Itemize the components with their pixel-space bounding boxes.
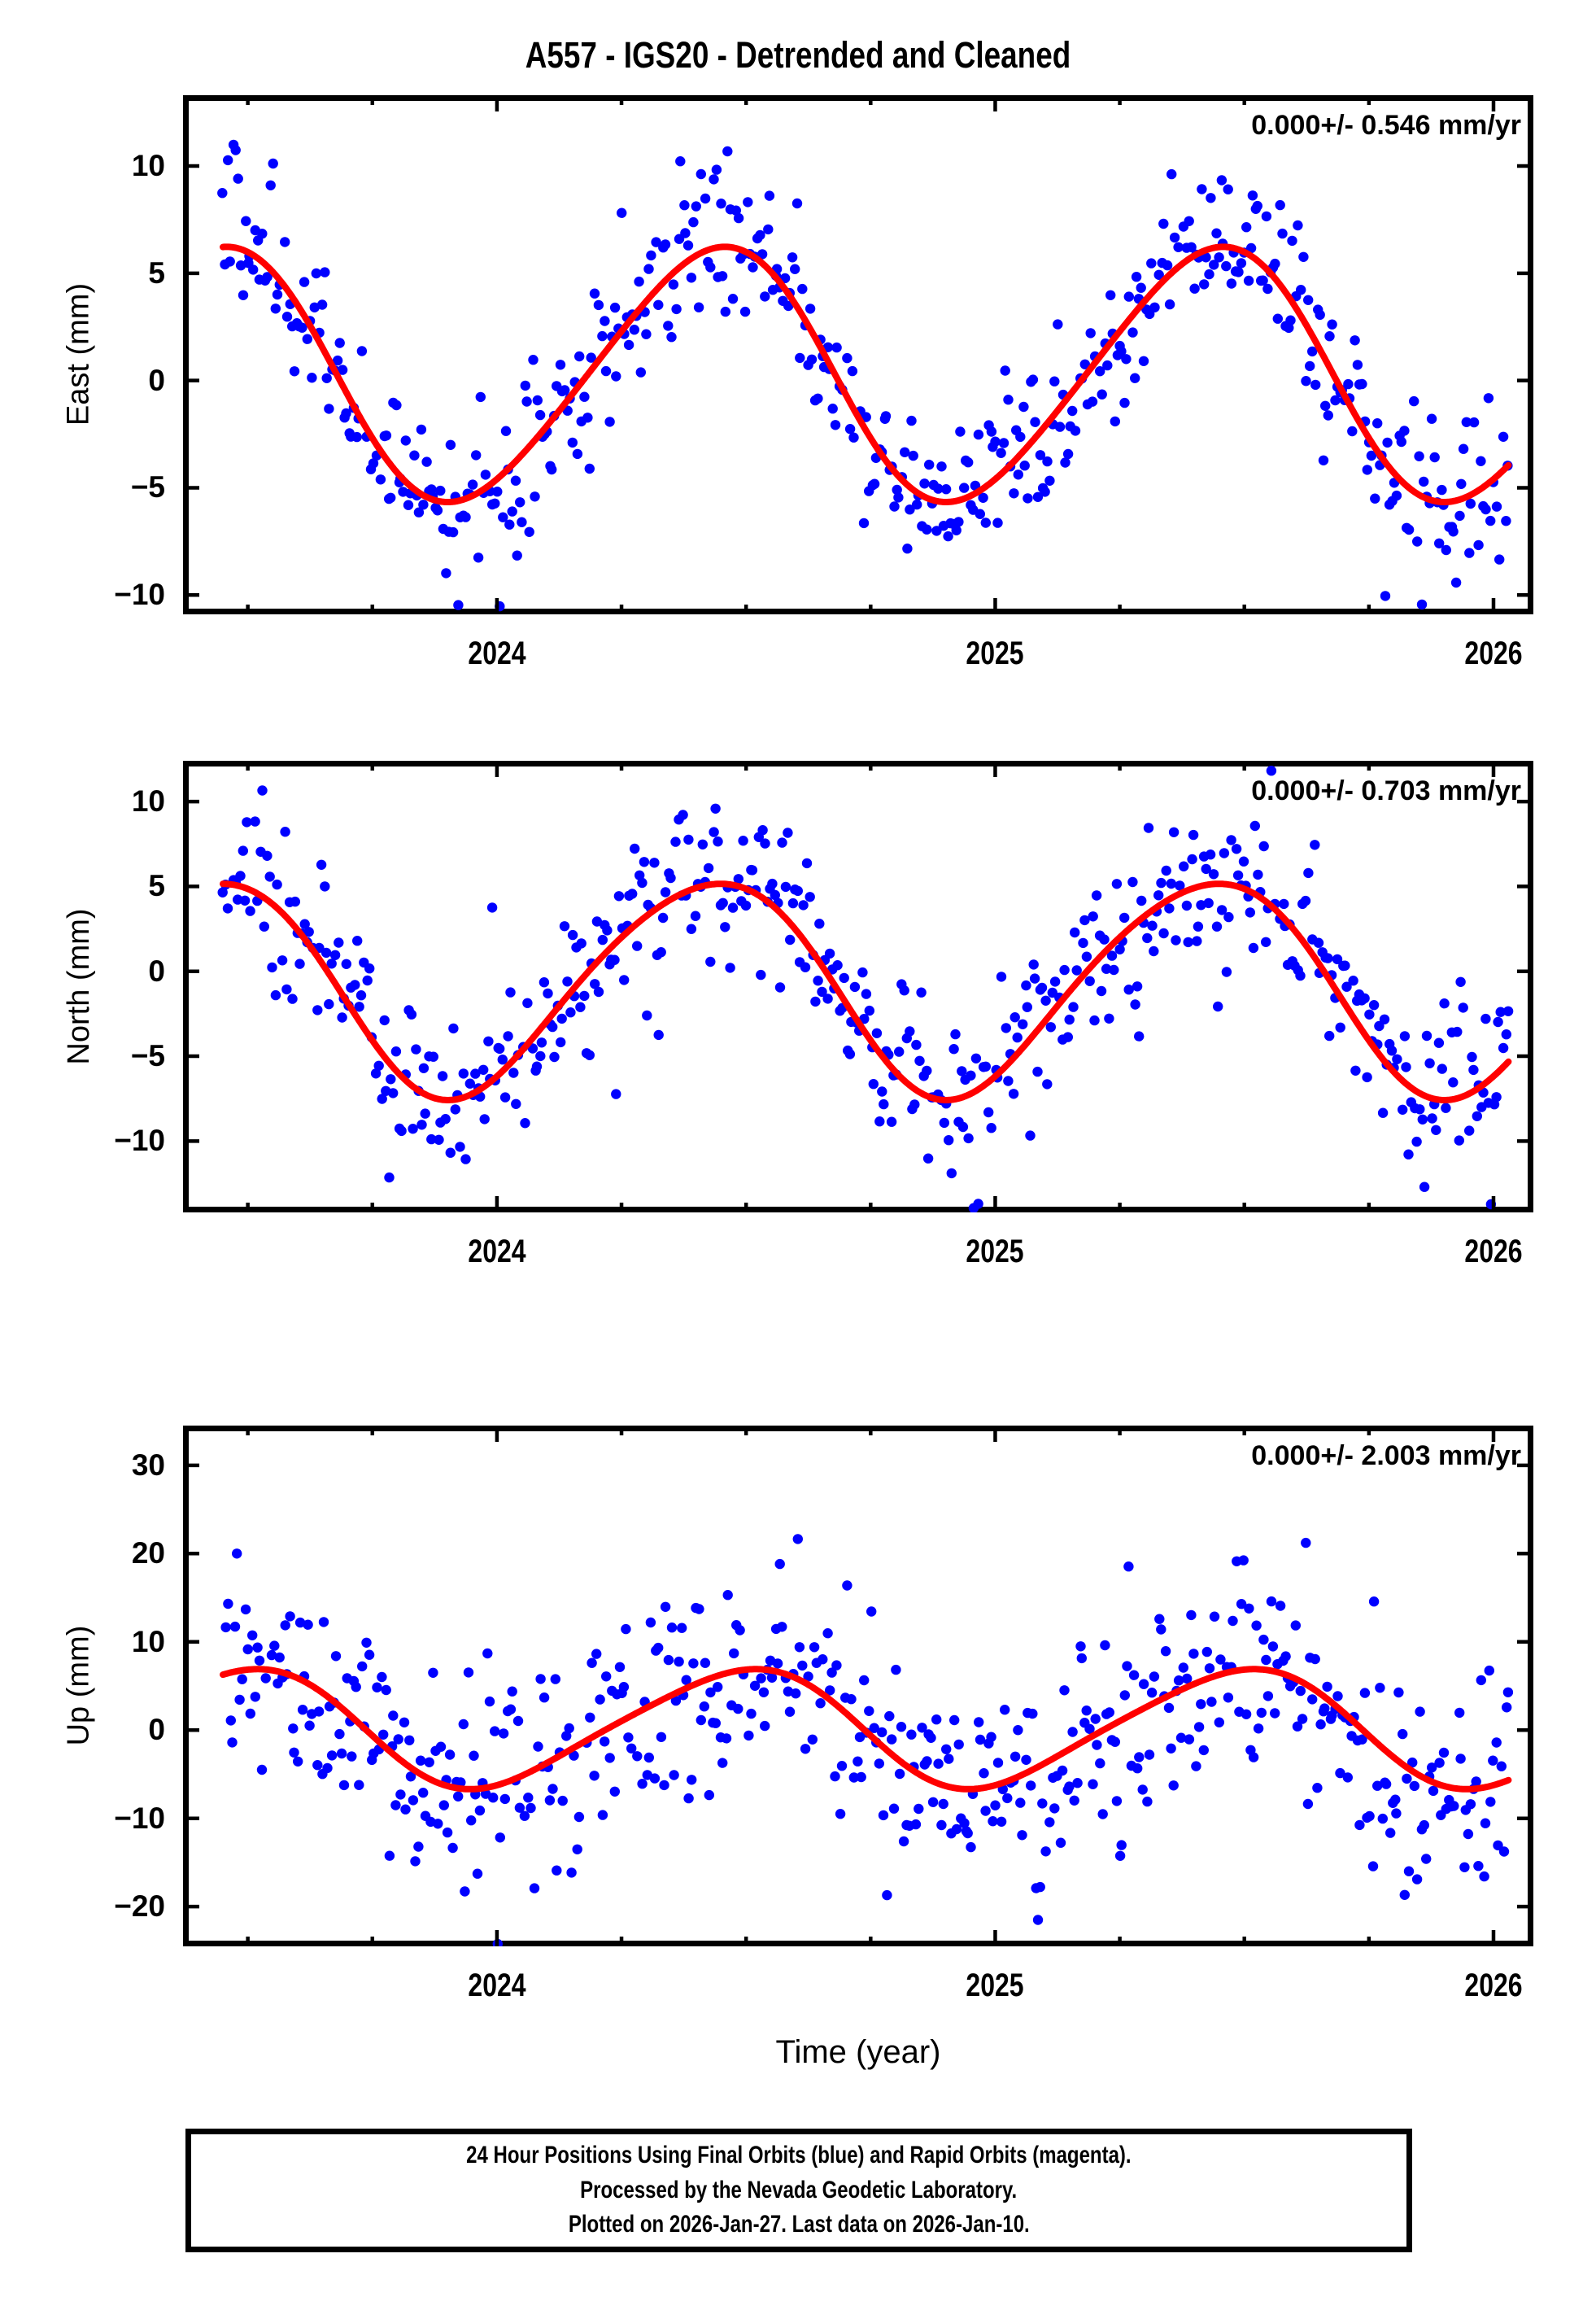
y-tick-label: 5 — [148, 869, 165, 903]
y-tick-label: 10 — [131, 1624, 165, 1658]
y-tick-label: 0 — [148, 1713, 165, 1747]
x-tick-label: 2025 — [966, 1968, 1025, 2003]
x-tick-label: 2026 — [1464, 1968, 1523, 2003]
y-tick-label: 5 — [148, 255, 165, 290]
rate-annotation-north: 0.000+/- 0.703 mm/yr — [1251, 775, 1521, 806]
y-tick-label: −20 — [114, 1889, 165, 1924]
caption-line-3: Plotted on 2026-Jan-27. Last data on 202… — [568, 2211, 1030, 2238]
caption-line-1: 24 Hour Positions Using Final Orbits (bl… — [466, 2142, 1132, 2169]
page-title: A557 - IGS20 - Detrended and Cleaned — [525, 34, 1071, 76]
panel-east — [183, 95, 1533, 614]
y-tick-label: −5 — [130, 470, 165, 504]
caption-line-2: Processed by the Nevada Geodetic Laborat… — [580, 2176, 1018, 2203]
y-tick-label: −10 — [114, 1124, 165, 1158]
y-tick-label: 0 — [148, 954, 165, 988]
data-layer-north — [183, 761, 1533, 1212]
x-tick-label: 2024 — [468, 1968, 526, 2003]
y-tick-label: 20 — [131, 1536, 165, 1570]
y-tick-label: −10 — [114, 578, 165, 612]
y-tick-label: 30 — [131, 1448, 165, 1482]
x-tick-label: 2024 — [468, 635, 526, 671]
axes-frame-east — [183, 95, 1533, 614]
y-tick-label: −10 — [114, 1801, 165, 1835]
panel-up — [183, 1426, 1533, 1946]
y-tick-label: 10 — [131, 149, 165, 182]
y-tick-label: −5 — [130, 1039, 165, 1073]
x-tick-label: 2026 — [1464, 635, 1523, 671]
panel-north — [183, 761, 1533, 1212]
rate-annotation-up: 0.000+/- 2.003 mm/yr — [1251, 1440, 1521, 1471]
data-layer-east — [183, 95, 1533, 614]
y-tick-label: 0 — [148, 363, 165, 397]
data-layer-up — [183, 1426, 1533, 1946]
x-tick-label: 2026 — [1464, 1234, 1523, 1269]
y-axis-label-up: Up (mm) — [61, 1625, 96, 1746]
rate-annotation-east: 0.000+/- 0.546 mm/yr — [1251, 110, 1521, 141]
y-tick-label: 10 — [131, 784, 165, 819]
x-tick-label: 2024 — [468, 1234, 526, 1269]
x-tick-label: 2025 — [966, 635, 1025, 671]
x-axis-label: Time (year) — [775, 2034, 941, 2070]
caption-box: 24 Hour Positions Using Final Orbits (bl… — [185, 2129, 1412, 2252]
x-tick-label: 2025 — [966, 1234, 1025, 1269]
